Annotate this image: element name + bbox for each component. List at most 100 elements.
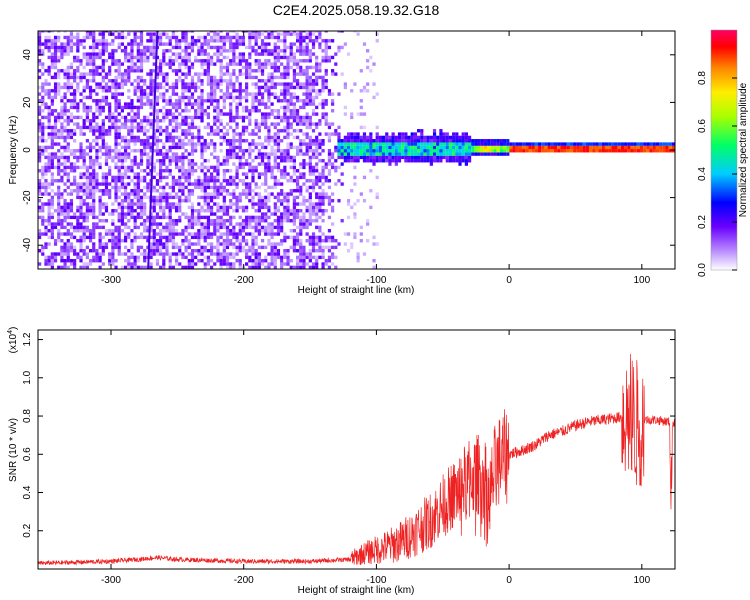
spectrogram-cell — [159, 42, 163, 46]
spectrogram-cell — [448, 159, 453, 163]
spectrogram-cell — [174, 152, 179, 156]
spectrogram-cell — [82, 159, 86, 163]
spectrogram-cell — [324, 99, 328, 103]
spectrogram-cell — [178, 169, 182, 173]
spectrogram-cell — [123, 185, 128, 190]
spectrogram-cell — [123, 119, 128, 123]
spectrogram-cell — [257, 252, 261, 256]
spectrogram-cell — [184, 31, 188, 33]
spectrogram-cell — [445, 142, 449, 146]
spectrogram-cell — [187, 115, 191, 120]
spectrogram-cell — [123, 182, 128, 186]
spectrogram-cell — [308, 115, 312, 120]
spectrogram-cell — [111, 255, 115, 260]
spectrogram-cell — [245, 109, 249, 113]
spectrogram-cell — [432, 149, 437, 153]
spectrogram-cell — [174, 72, 179, 76]
spectrogram-cell — [302, 49, 306, 53]
spectrogram-cell — [174, 242, 179, 246]
spectrogram-cell — [130, 49, 134, 53]
spectrogram-cell — [174, 42, 179, 46]
spectrogram-cell — [187, 182, 191, 186]
spectrogram-cell — [66, 192, 70, 196]
spectrogram-cell — [528, 142, 532, 146]
spectrogram-cell — [174, 182, 179, 186]
spectrogram-cell — [267, 209, 271, 213]
spectrogram-cell — [557, 142, 561, 146]
spectrogram-cell — [321, 55, 325, 60]
spectrogram-cell — [200, 165, 204, 170]
spectrogram-cell — [216, 85, 220, 90]
spectrogram-cell — [286, 65, 290, 70]
spectrogram-cell — [362, 149, 367, 153]
spectrogram-cell — [225, 132, 230, 136]
spectrogram-cell — [120, 175, 125, 180]
spectrogram-cell — [343, 105, 347, 110]
spectrogram-cell — [95, 155, 99, 160]
spectrogram-cell — [82, 39, 86, 43]
spectrogram-cell — [219, 69, 223, 73]
spectrogram-cell — [101, 75, 105, 80]
spectrogram-cell — [159, 265, 163, 269]
spectrogram-cell — [385, 142, 389, 146]
spectrogram-cell — [324, 175, 328, 180]
spectrogram-cell — [41, 85, 45, 90]
spectrogram-cell — [165, 215, 169, 220]
spectrogram-cell — [136, 199, 140, 203]
spectrogram-cell — [146, 85, 150, 90]
spectrogram-cell — [174, 162, 179, 166]
spectrogram-cell — [254, 52, 258, 56]
spectrogram-cell — [152, 162, 156, 166]
spectrogram-cell — [308, 55, 312, 60]
spectrogram-cell — [327, 162, 332, 166]
spectrogram-cell — [241, 162, 246, 166]
spectrogram-cell — [209, 152, 214, 156]
spectrogram-cell — [104, 95, 109, 100]
spectrogram-cell — [98, 189, 102, 193]
spectrogram-cell — [286, 252, 290, 256]
spectrogram-cell — [66, 35, 70, 40]
spectrogram-cell — [308, 252, 312, 256]
spectrogram-cell — [292, 215, 296, 220]
spectrogram-cell — [251, 92, 255, 96]
spectrogram-cell — [257, 262, 261, 266]
spectrogram-cell — [152, 245, 156, 250]
spectrogram-cell — [289, 219, 293, 223]
spectrogram-cell — [149, 82, 153, 86]
spectrogram-cell — [213, 182, 217, 186]
spectrogram-cell — [264, 189, 268, 193]
spectrogram-cell — [117, 202, 121, 206]
spectrogram-cell — [82, 202, 86, 206]
spectrogram-cell — [63, 259, 67, 263]
spectrogram-cell — [155, 259, 160, 263]
spectrogram-cell — [130, 99, 134, 103]
spectrogram-cell — [168, 235, 172, 240]
spectrogram-cell — [159, 162, 163, 166]
spectrogram-cell — [162, 209, 166, 213]
spectrogram-cell — [79, 92, 83, 96]
spectrogram-cell — [260, 85, 265, 90]
spectrogram-cell — [299, 172, 303, 176]
spectrogram-cell — [245, 72, 249, 76]
spectrogram-cell — [254, 219, 258, 223]
spectrogram-cell — [200, 89, 204, 93]
spectrogram-cell — [130, 265, 134, 269]
spectrogram-cell — [232, 262, 236, 266]
spectrogram-cell — [280, 229, 284, 233]
spectrogram-cell — [283, 105, 287, 110]
spectrogram-cell — [165, 62, 169, 66]
spectrogram-cell — [429, 149, 433, 153]
spectrogram-cell — [53, 209, 58, 213]
spectrogram-cell — [232, 135, 236, 140]
spectrogram-cell — [270, 35, 274, 40]
spectrogram-cell — [92, 242, 96, 246]
spectrogram-cell — [73, 179, 77, 183]
spectrogram-cell — [73, 189, 77, 193]
spectrogram-cell — [187, 55, 191, 60]
spectrogram-cell — [190, 189, 195, 193]
spectrogram-cell — [38, 145, 42, 150]
spectrogram-cell — [101, 99, 105, 103]
spectrogram-cell — [525, 149, 529, 153]
spectrogram-cell — [47, 35, 51, 40]
spectrogram-cell — [257, 259, 261, 263]
